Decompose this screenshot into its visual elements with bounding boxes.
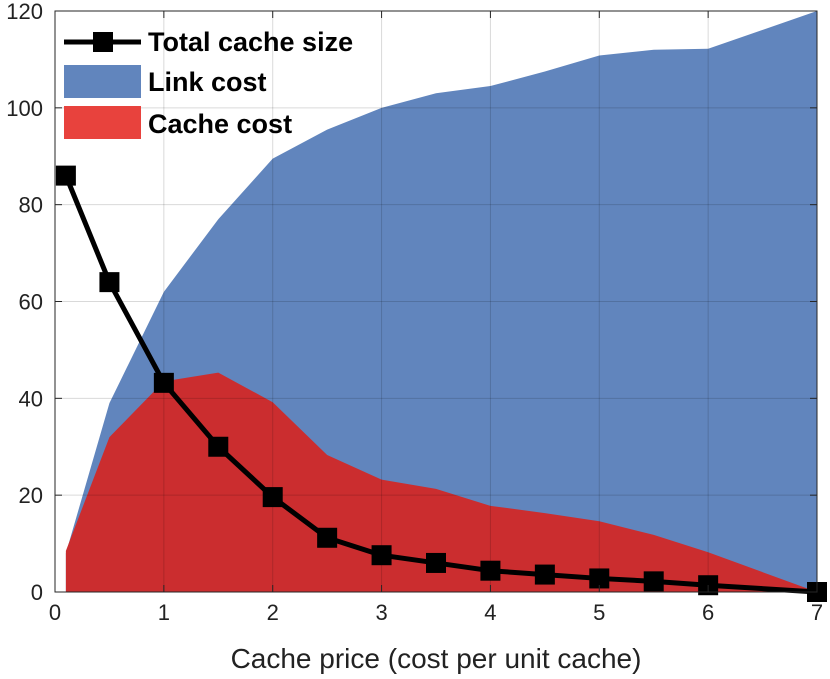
legend-total-cache-size-marker [93,32,113,52]
total-cache-size-marker [534,564,555,585]
x-tick-label: 0 [49,600,61,625]
x-tick-label: 4 [484,600,496,625]
total-cache-size-marker [317,527,338,548]
legend-total-cache-size-label: Total cache size [148,27,353,57]
area-layer [65,11,817,592]
legend-link-cost-label: Link cost [148,67,267,97]
total-cache-size-marker [371,545,392,566]
x-tick-label: 6 [702,600,714,625]
y-tick-label: 120 [6,0,43,24]
y-tick-label: 20 [19,483,43,508]
y-tick-label: 0 [31,580,43,605]
total-cache-size-marker [55,165,76,186]
total-cache-size-marker [99,272,120,293]
y-tick-label: 100 [6,96,43,121]
y-tick-label: 60 [19,290,43,315]
x-tick-label: 5 [593,600,605,625]
total-cache-size-marker [262,487,283,508]
legend: Total cache size Link cost Cache cost [64,27,353,139]
y-tick-label: 80 [19,193,43,218]
legend-cache-cost-swatch [64,106,141,139]
total-cache-size-marker [153,372,174,393]
line-layer [55,165,827,602]
legend-link-cost-swatch [64,65,141,98]
total-cache-size-marker [426,552,446,573]
axes-layer: 0 1 2 3 4 5 6 7 0 20 40 60 80 100 120 [6,0,823,625]
x-tick-label: 2 [267,600,279,625]
y-tick-label: 40 [19,386,43,411]
x-tick-label: 3 [375,600,387,625]
legend-cache-cost-label: Cache cost [148,109,292,139]
x-tick-label: 1 [158,600,170,625]
cache-cost-area [65,372,817,592]
x-tick-label: 7 [811,600,823,625]
total-cache-size-marker [589,568,610,589]
total-cache-size-marker [480,560,501,581]
total-cache-size-marker [208,436,229,457]
x-axis-title: Cache price (cost per unit cache) [231,643,642,674]
total-cache-size-marker [643,571,664,592]
